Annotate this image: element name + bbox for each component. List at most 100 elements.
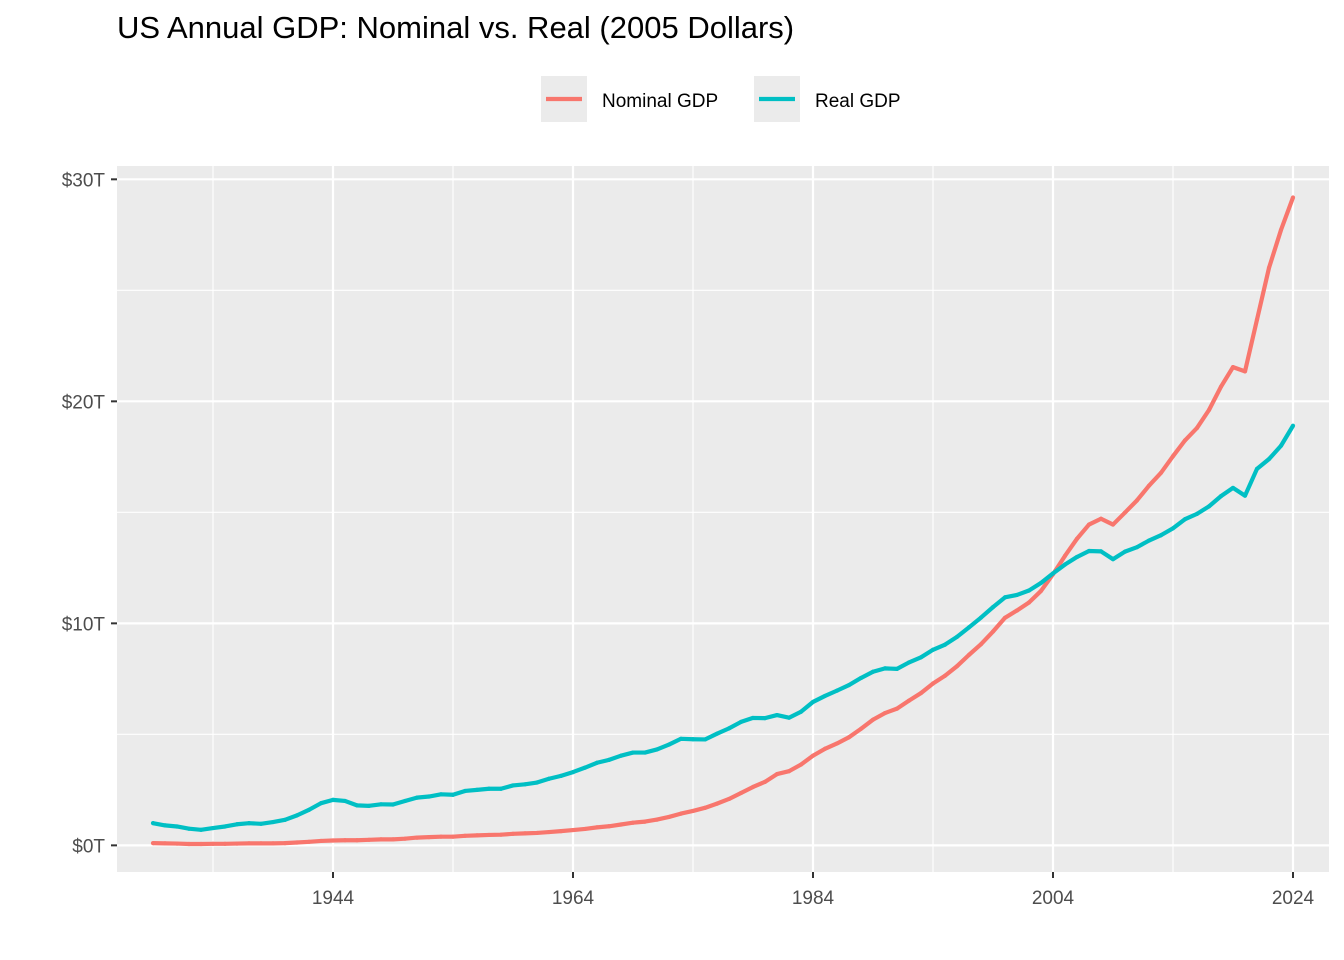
real-gdp-point <box>354 803 360 808</box>
nominal-gdp-point <box>282 841 288 846</box>
nominal-gdp-point <box>1062 553 1068 558</box>
real-gdp-point <box>1002 595 1008 600</box>
real-gdp-point <box>930 647 936 652</box>
nominal-gdp-point <box>534 830 540 836</box>
nominal-gdp-point <box>222 841 228 846</box>
real-gdp-point <box>1266 456 1272 462</box>
real-gdp-point <box>798 709 804 714</box>
nominal-gdp-point <box>810 753 816 758</box>
real-gdp-point <box>414 795 420 800</box>
nominal-gdp-point <box>1206 407 1212 413</box>
real-gdp-point <box>834 688 840 693</box>
real-gdp-point <box>558 773 564 778</box>
nominal-gdp-point <box>630 820 636 825</box>
real-gdp-point <box>402 798 408 804</box>
nominal-gdp-point <box>1278 227 1284 233</box>
nominal-gdp-point <box>774 771 780 777</box>
nominal-gdp-point <box>798 762 804 767</box>
nominal-gdp-point <box>714 801 720 806</box>
nominal-gdp-point <box>198 841 204 847</box>
nominal-gdp-point <box>558 829 564 834</box>
real-gdp-point <box>378 802 384 807</box>
real-gdp-point <box>1230 485 1236 491</box>
nominal-gdp-point <box>594 825 600 830</box>
real-gdp-point <box>750 715 756 721</box>
legend: Nominal GDP Real GDP <box>541 76 901 122</box>
nominal-gdp-point <box>366 837 372 842</box>
axes: 1944 1964 1984 2004 2024 $0T $10T $20T $30T <box>62 170 1315 909</box>
nominal-gdp-point <box>1110 522 1116 527</box>
nominal-gdp-point <box>1254 317 1260 322</box>
nominal-gdp-point <box>870 717 876 722</box>
nominal-gdp-point <box>1038 588 1044 594</box>
nominal-gdp-point <box>390 837 396 842</box>
nominal-gdp-point <box>1230 365 1236 370</box>
real-gdp-point <box>186 826 192 831</box>
nominal-gdp-point <box>702 805 708 810</box>
real-gdp-point <box>486 786 492 791</box>
real-gdp-point <box>1122 549 1128 554</box>
real-gdp-point <box>1218 494 1224 499</box>
legend-label-real-gdp: Real GDP <box>815 91 901 112</box>
nominal-gdp-point <box>342 838 348 843</box>
plot-panel <box>117 166 1329 872</box>
nominal-gdp-point <box>834 741 840 746</box>
nominal-gdp-point <box>1122 510 1128 515</box>
nominal-gdp-point <box>954 664 960 669</box>
nominal-gdp-point <box>186 841 192 847</box>
real-gdp-point <box>702 737 708 742</box>
real-gdp-point <box>1110 557 1116 562</box>
real-gdp-point <box>714 731 720 736</box>
real-gdp-point <box>870 669 876 674</box>
nominal-gdp-point <box>318 838 324 844</box>
nominal-gdp-point <box>750 784 756 790</box>
real-gdp-point <box>1098 549 1104 554</box>
nominal-gdp-point <box>474 833 480 838</box>
nominal-gdp-point <box>762 779 768 784</box>
real-gdp-point <box>942 642 948 647</box>
nominal-gdp-point <box>1086 522 1092 527</box>
nominal-gdp-point <box>666 814 672 820</box>
real-gdp-point <box>438 792 444 797</box>
real-gdp-point <box>1254 466 1260 471</box>
real-gdp-point <box>726 726 732 731</box>
real-gdp-point <box>1014 592 1020 598</box>
real-gdp-point <box>1050 571 1056 576</box>
nominal-gdp-point <box>678 811 684 816</box>
real-gdp-point <box>198 827 204 832</box>
real-gdp-point <box>270 819 276 825</box>
real-gdp-point <box>174 824 180 829</box>
real-gdp-point <box>258 821 264 826</box>
real-gdp-point <box>510 783 516 788</box>
nominal-gdp-point <box>174 841 180 846</box>
nominal-gdp-point <box>246 841 252 846</box>
y-tick-label: $20T <box>62 392 106 413</box>
nominal-gdp-point <box>906 698 912 703</box>
nominal-gdp-point <box>882 710 888 716</box>
real-gdp-point <box>282 817 288 822</box>
nominal-gdp-point <box>966 652 972 657</box>
nominal-gdp-point <box>858 726 864 731</box>
real-gdp-point <box>450 792 456 797</box>
nominal-gdp-point <box>462 833 468 838</box>
x-tick-label: 2024 <box>1272 888 1315 909</box>
real-gdp-point <box>882 666 888 671</box>
nominal-gdp-point <box>1026 600 1032 605</box>
real-gdp-point <box>582 765 588 770</box>
nominal-gdp-point <box>1098 516 1104 521</box>
real-gdp-point <box>522 782 528 787</box>
real-gdp-point <box>162 823 168 828</box>
nominal-gdp-point <box>1194 425 1200 431</box>
nominal-gdp-point <box>1074 536 1080 541</box>
real-gdp-point <box>642 750 648 755</box>
real-gdp-point <box>342 798 348 804</box>
nominal-gdp-point <box>150 841 156 846</box>
real-gdp-point <box>1278 443 1284 448</box>
x-tick-label: 1964 <box>552 888 595 909</box>
nominal-gdp-point <box>486 832 492 838</box>
nominal-gdp-point <box>1014 608 1020 613</box>
nominal-gdp-point <box>258 841 264 846</box>
chart-title: US Annual GDP: Nominal vs. Real (2005 Do… <box>117 10 795 45</box>
real-gdp-point <box>498 786 504 791</box>
